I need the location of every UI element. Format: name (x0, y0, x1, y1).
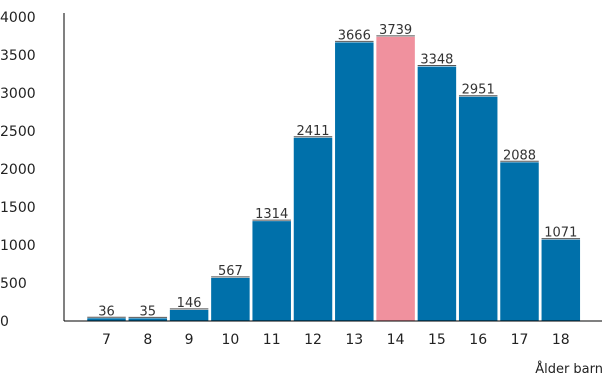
y-tick-label: 3000 (0, 86, 36, 102)
bar-18 (541, 239, 581, 321)
bar-7 (87, 318, 126, 321)
data-label-14: 3739 (379, 23, 412, 38)
bars: 36 35 146 567 1314 2411 3666 3739 3348 2951 2088 10… (87, 23, 581, 321)
x-tick-label: 18 (552, 332, 570, 348)
x-tick-label: 10 (221, 332, 239, 348)
y-tick-label: 2000 (0, 162, 36, 178)
data-label-8: 35 (140, 304, 157, 319)
x-tick-label: 11 (263, 332, 281, 348)
bar-9 (169, 309, 209, 321)
x-tick-label: 15 (428, 332, 446, 348)
y-tick-label: 1500 (0, 200, 36, 216)
x-tick-label: 13 (345, 332, 363, 348)
y-tick-label: 500 (0, 276, 27, 292)
x-axis-title: Ålder barn (535, 361, 603, 377)
x-tick-label: 12 (304, 332, 322, 348)
bar-10 (211, 277, 250, 321)
data-label-17: 2088 (503, 148, 536, 163)
data-label-11: 1314 (255, 207, 288, 222)
y-tick-label: 0 (0, 314, 9, 330)
data-label-7: 36 (98, 304, 115, 319)
data-label-16: 2951 (462, 83, 495, 98)
bar-8 (128, 318, 168, 321)
bar-12 (293, 137, 333, 321)
y-tick-label: 2500 (0, 124, 36, 140)
x-tick-label: 16 (469, 332, 487, 348)
data-label-15: 3348 (420, 53, 453, 68)
y-tick-label: 1000 (0, 238, 36, 254)
y-axis: 0 500 1000 1500 2000 2500 3000 3500 4000 (0, 10, 65, 330)
bar-17 (500, 162, 539, 321)
y-tick-label: 4000 (0, 10, 36, 26)
x-tick-label: 7 (102, 332, 111, 348)
data-label-18: 1071 (544, 226, 577, 241)
bar-11 (252, 221, 291, 321)
data-label-13: 3666 (338, 28, 371, 43)
bar-14 (376, 36, 415, 321)
bar-16 (458, 96, 498, 321)
x-tick-label: 8 (143, 332, 152, 348)
x-tick-label: 14 (387, 332, 405, 348)
data-label-12: 2411 (296, 124, 329, 139)
x-axis: 7 8 9 10 11 12 13 14 15 16 17 18 (64, 320, 602, 348)
bar-15 (417, 66, 457, 321)
x-tick-label: 9 (185, 332, 194, 348)
data-label-9: 146 (177, 296, 202, 311)
data-label-10: 567 (218, 264, 243, 279)
bar-13 (335, 42, 374, 321)
y-tick-label: 3500 (0, 48, 36, 64)
x-tick-label: 17 (511, 332, 529, 348)
